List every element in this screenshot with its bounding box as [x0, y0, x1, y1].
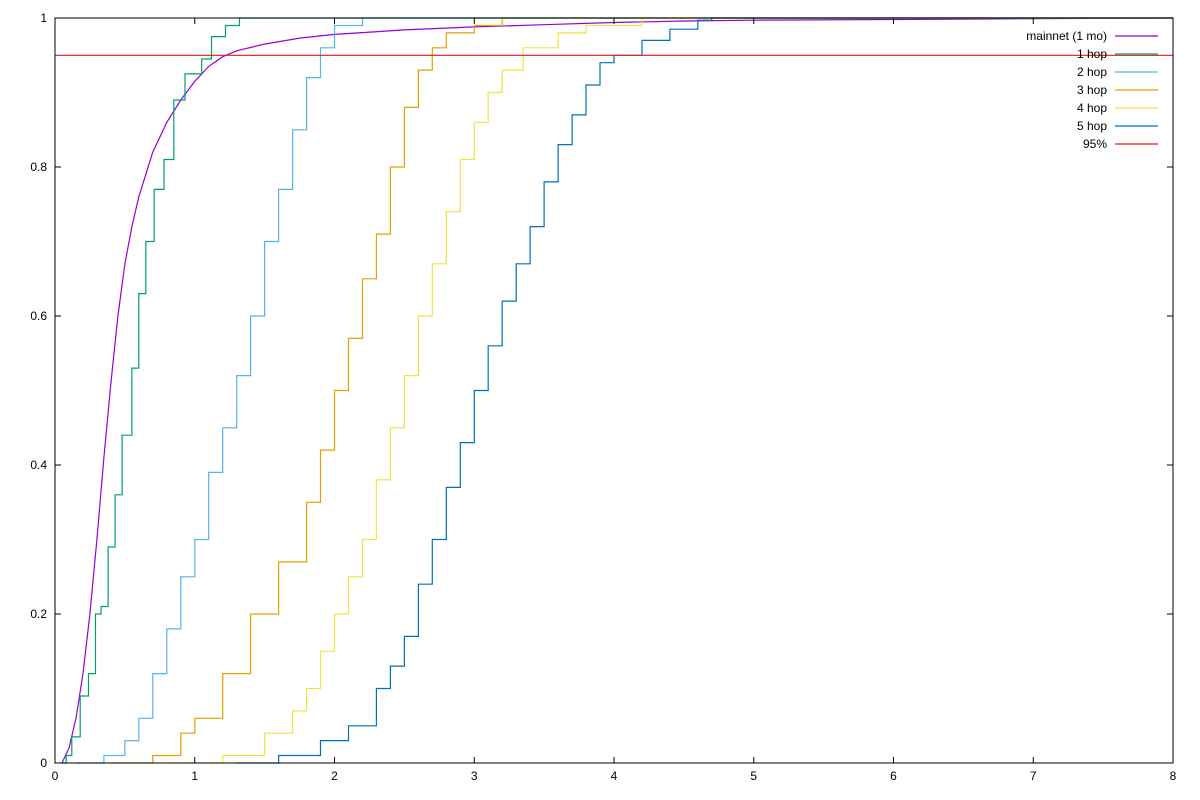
legend-label: 5 hop	[1077, 119, 1107, 133]
y-tick-label: 1	[40, 11, 47, 25]
x-tick-label: 5	[750, 769, 757, 783]
y-tick-label: 0.4	[30, 458, 47, 472]
legend-label: 4 hop	[1077, 101, 1107, 115]
x-tick-label: 3	[471, 769, 478, 783]
x-tick-label: 7	[1030, 769, 1037, 783]
axis-tick-labels: 0 1 2 3 4 5 6 7 8 0 0.2 0.4 0.6 0.8 1	[30, 11, 1176, 783]
series-line-4-hop	[166, 17, 1173, 764]
legend-label: 3 hop	[1077, 83, 1107, 97]
legend-label: mainnet (1 mo)	[1026, 29, 1107, 43]
legend: mainnet (1 mo) 1 hop 2 hop 3 hop 4 hop 5 hop 9…	[1026, 29, 1158, 151]
x-tick-label: 2	[331, 769, 338, 783]
series-line-5-hop	[236, 17, 1173, 764]
plot-frame	[54, 17, 1174, 764]
legend-label: 95%	[1083, 137, 1107, 151]
series-line-1-hop	[62, 17, 1173, 764]
x-tick-label: 8	[1170, 769, 1177, 783]
series-line-3-hop	[110, 17, 1173, 764]
y-tick-label: 0	[40, 756, 47, 770]
series-line-2-hop	[76, 17, 1173, 764]
axis-ticks	[54, 17, 1174, 764]
x-tick-label: 6	[890, 769, 897, 783]
x-tick-label: 0	[52, 769, 59, 783]
y-tick-label: 0.2	[30, 607, 47, 621]
plot-lines	[55, 17, 1174, 764]
y-tick-label: 0.8	[30, 160, 47, 174]
legend-label: 2 hop	[1077, 65, 1107, 79]
x-tick-label: 1	[191, 769, 198, 783]
x-tick-label: 4	[611, 769, 618, 783]
legend-label: 1 hop	[1077, 47, 1107, 61]
y-tick-label: 0.6	[30, 309, 47, 323]
series-line-mainnet-1-mo	[61, 17, 1174, 764]
